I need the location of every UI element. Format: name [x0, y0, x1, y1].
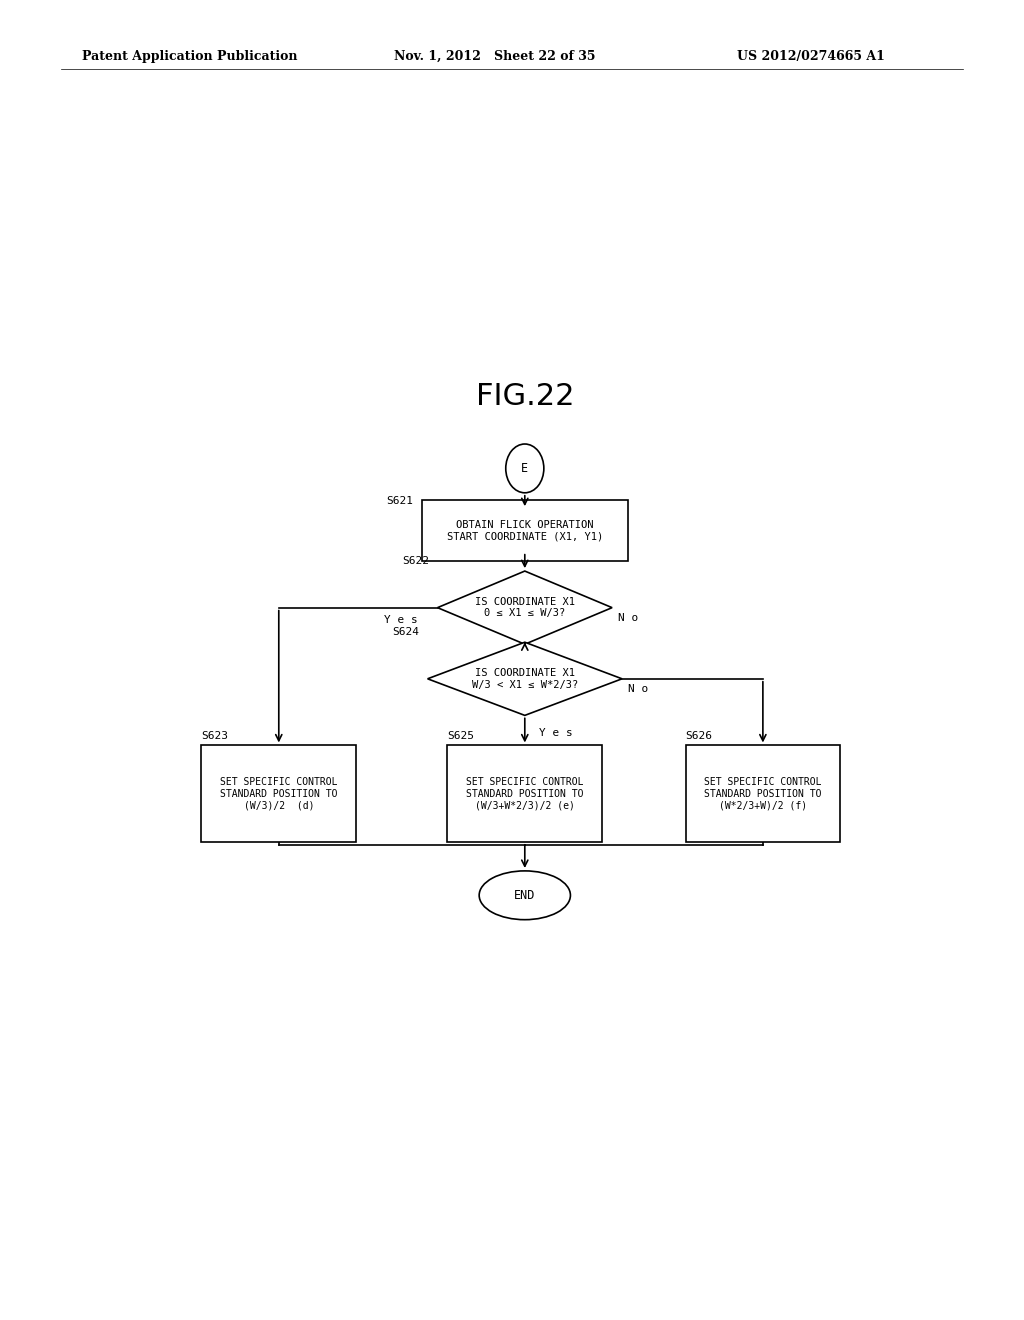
- Text: S626: S626: [685, 731, 713, 742]
- FancyBboxPatch shape: [447, 746, 602, 842]
- Text: SET SPECIFIC CONTROL
STANDARD POSITION TO
(W/3+W*2/3)/2 (e): SET SPECIFIC CONTROL STANDARD POSITION T…: [466, 777, 584, 810]
- Text: Patent Application Publication: Patent Application Publication: [82, 50, 297, 63]
- Text: S622: S622: [402, 556, 430, 566]
- Text: S623: S623: [202, 731, 228, 742]
- Text: OBTAIN FLICK OPERATION
START COORDINATE (X1, Y1): OBTAIN FLICK OPERATION START COORDINATE …: [446, 520, 603, 541]
- Text: SET SPECIFIC CONTROL
STANDARD POSITION TO
(W*2/3+W)/2 (f): SET SPECIFIC CONTROL STANDARD POSITION T…: [705, 777, 821, 810]
- Polygon shape: [428, 643, 622, 715]
- FancyBboxPatch shape: [202, 746, 356, 842]
- Text: S624: S624: [392, 627, 420, 638]
- Text: IS COORDINATE X1
W/3 < X1 ≤ W*2/3?: IS COORDINATE X1 W/3 < X1 ≤ W*2/3?: [472, 668, 578, 689]
- Text: S625: S625: [447, 731, 474, 742]
- Ellipse shape: [479, 871, 570, 920]
- Text: IS COORDINATE X1
0 ≤ X1 ≤ W/3?: IS COORDINATE X1 0 ≤ X1 ≤ W/3?: [475, 597, 574, 619]
- Text: S621: S621: [387, 496, 414, 506]
- Text: N o: N o: [618, 612, 639, 623]
- Text: FIG.22: FIG.22: [475, 381, 574, 411]
- FancyBboxPatch shape: [685, 746, 841, 842]
- Text: Y e s: Y e s: [384, 615, 418, 624]
- FancyBboxPatch shape: [422, 500, 628, 561]
- Text: Nov. 1, 2012   Sheet 22 of 35: Nov. 1, 2012 Sheet 22 of 35: [394, 50, 596, 63]
- Text: N o: N o: [629, 684, 648, 694]
- Text: Y e s: Y e s: [539, 727, 572, 738]
- Polygon shape: [437, 572, 612, 644]
- Text: US 2012/0274665 A1: US 2012/0274665 A1: [737, 50, 885, 63]
- Text: E: E: [521, 462, 528, 475]
- Text: END: END: [514, 888, 536, 902]
- Text: SET SPECIFIC CONTROL
STANDARD POSITION TO
(W/3)/2  (d): SET SPECIFIC CONTROL STANDARD POSITION T…: [220, 777, 338, 810]
